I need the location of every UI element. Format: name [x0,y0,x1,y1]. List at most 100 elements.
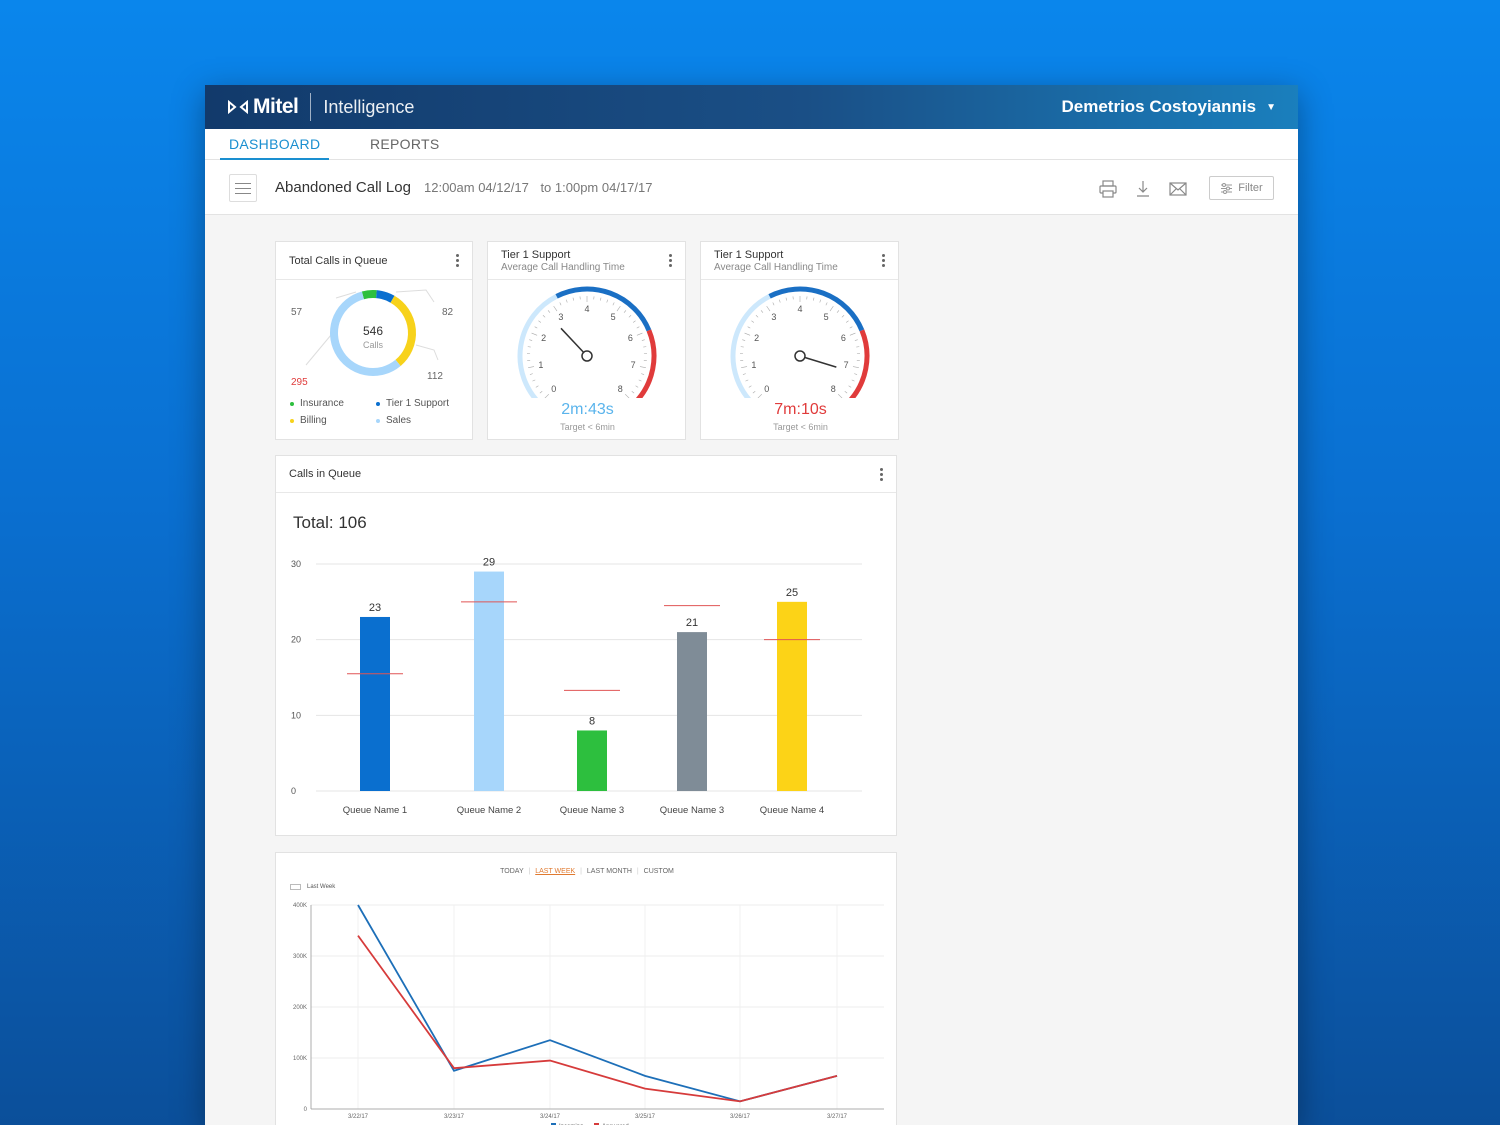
gauge-tick-label: 4 [797,304,802,314]
callout-sales: 295 [291,377,308,388]
series-line-answered[interactable] [357,935,838,1103]
gauge-tick [628,315,632,318]
period-label: Last Week [307,884,336,890]
callout-insurance: 57 [291,307,303,318]
active-tab-indicator [220,158,329,160]
mitel-logo-icon [228,100,248,114]
gauge-tick [636,326,640,329]
gauge-tick [742,339,746,341]
gauge-tick [752,391,756,394]
tab-reports[interactable]: REPORTS [370,136,440,152]
donut-center-label: Calls [363,340,384,350]
gauge-tick [542,315,546,318]
gauge-needle [560,327,588,357]
report-toolbar: Abandoned Call Log 12:00am 04/12/17 to 1… [205,160,1298,215]
gauge-tick [841,315,845,318]
bar[interactable] [777,601,807,791]
filter-label: Filter [1238,182,1263,194]
filter-today[interactable]: TODAY [500,868,524,875]
gauge-tick [532,379,536,382]
bar-value-label: 25 [786,587,798,599]
x-tick-label: 3/25/17 [635,1114,656,1120]
legend-dot [376,418,380,423]
legend-dot [290,418,294,423]
gauge-tick-label: 8 [618,384,623,394]
gauge-tick [852,366,859,368]
gauge-tick [829,305,834,312]
callout-billing: 112 [427,371,443,382]
legend-swatch [551,1123,556,1125]
gauge-tick [616,305,621,312]
date-range[interactable]: 12:00am 04/12/17 to 1:00pm 04/17/17 [424,180,652,195]
gauge-tick [636,332,643,336]
x-tick-label: 3/26/17 [730,1114,751,1120]
bar[interactable] [474,571,504,791]
gauge-band-high [848,329,870,398]
gauge-tick [751,320,755,323]
trend-card: TODAY | LAST WEEK | LAST MONTH | CUSTOM … [275,852,897,1125]
bar[interactable] [577,730,607,791]
gauge-tick-label: 2 [754,333,759,343]
gauge-tick [766,305,771,312]
gauge-tick-label: 0 [551,384,556,394]
download-icon[interactable] [1133,179,1153,199]
filter-last-month[interactable]: LAST MONTH [586,868,632,875]
tab-dashboard[interactable]: DASHBOARD [229,136,321,152]
donut-chart: 546 Calls [305,289,439,376]
bar[interactable] [677,632,707,791]
gauge-tick-label: 7 [631,360,636,370]
donut-center-value: 546 [363,324,383,338]
filter-last-week[interactable]: LAST WEEK [535,868,576,875]
card-subtitle: Average Call Handling Time [714,262,838,273]
gauge-card-1: Tier 1 Support Average Call Handling Tim… [487,241,686,440]
bar-value-label: 23 [369,602,381,614]
user-menu[interactable]: Demetrios Costoyiannis ▼ [1061,97,1276,117]
gauge-tick-label: 2 [541,333,546,343]
y-tick-label: 400K [293,903,307,909]
hamburger-icon [235,182,251,184]
menu-button[interactable] [229,174,257,202]
gauge-tick [747,326,751,329]
filter-button[interactable]: Filter [1209,176,1274,200]
bar-value-label: 21 [686,617,698,629]
bar[interactable] [360,616,390,791]
more-icon[interactable] [456,254,460,267]
gauge-tick [553,305,558,312]
gauge-tick [742,373,746,375]
gauge-chart: 0 1 2 3 4 5 6 7 8 [730,286,870,398]
more-icon[interactable] [880,468,884,481]
gauge-tick [778,299,781,303]
gauge-tick [544,393,550,398]
top-bar: Mitel Intelligence Demetrios Costoyianni… [205,85,1298,129]
x-tick-label: 3/27/17 [827,1114,848,1120]
gauge-tick-label: 5 [611,312,616,322]
gauge-tick [535,385,539,388]
total-calls-card: Total Calls in Queue 546 Calls 57 82 112… [275,241,473,440]
gauge-tick [559,302,562,306]
donut-segment-tier1 [375,290,395,303]
card-title: Total Calls in Queue [289,255,388,267]
gauge-tick [851,379,855,382]
series-line-incoming[interactable] [357,904,838,1103]
more-icon[interactable] [882,254,886,267]
calendar-icon [290,884,301,890]
callout-tier1: 82 [442,307,454,318]
gauge-chart: 0 1 2 3 4 5 6 7 8 [517,286,657,398]
gauge-tick-label: 8 [831,384,836,394]
gauge-tick-label: 0 [764,384,769,394]
logo[interactable]: Mitel Intelligence [227,93,414,121]
legend-label: Insurance [300,398,344,409]
email-icon[interactable] [1168,179,1188,199]
filter-custom[interactable]: CUSTOM [643,868,674,875]
gauge-tick-label: 1 [751,360,756,370]
gauge-tick [848,385,852,388]
gauge-tick [529,373,533,375]
gauge-tick [757,393,763,398]
gauge-tick [600,297,602,301]
period-label-row: Last Week [290,884,335,890]
user-name: Demetrios Costoyiannis [1061,97,1257,116]
more-icon[interactable] [669,254,673,267]
gauge-tick [845,320,849,323]
print-icon[interactable] [1098,179,1118,199]
gauge-tick-label: 1 [538,360,543,370]
